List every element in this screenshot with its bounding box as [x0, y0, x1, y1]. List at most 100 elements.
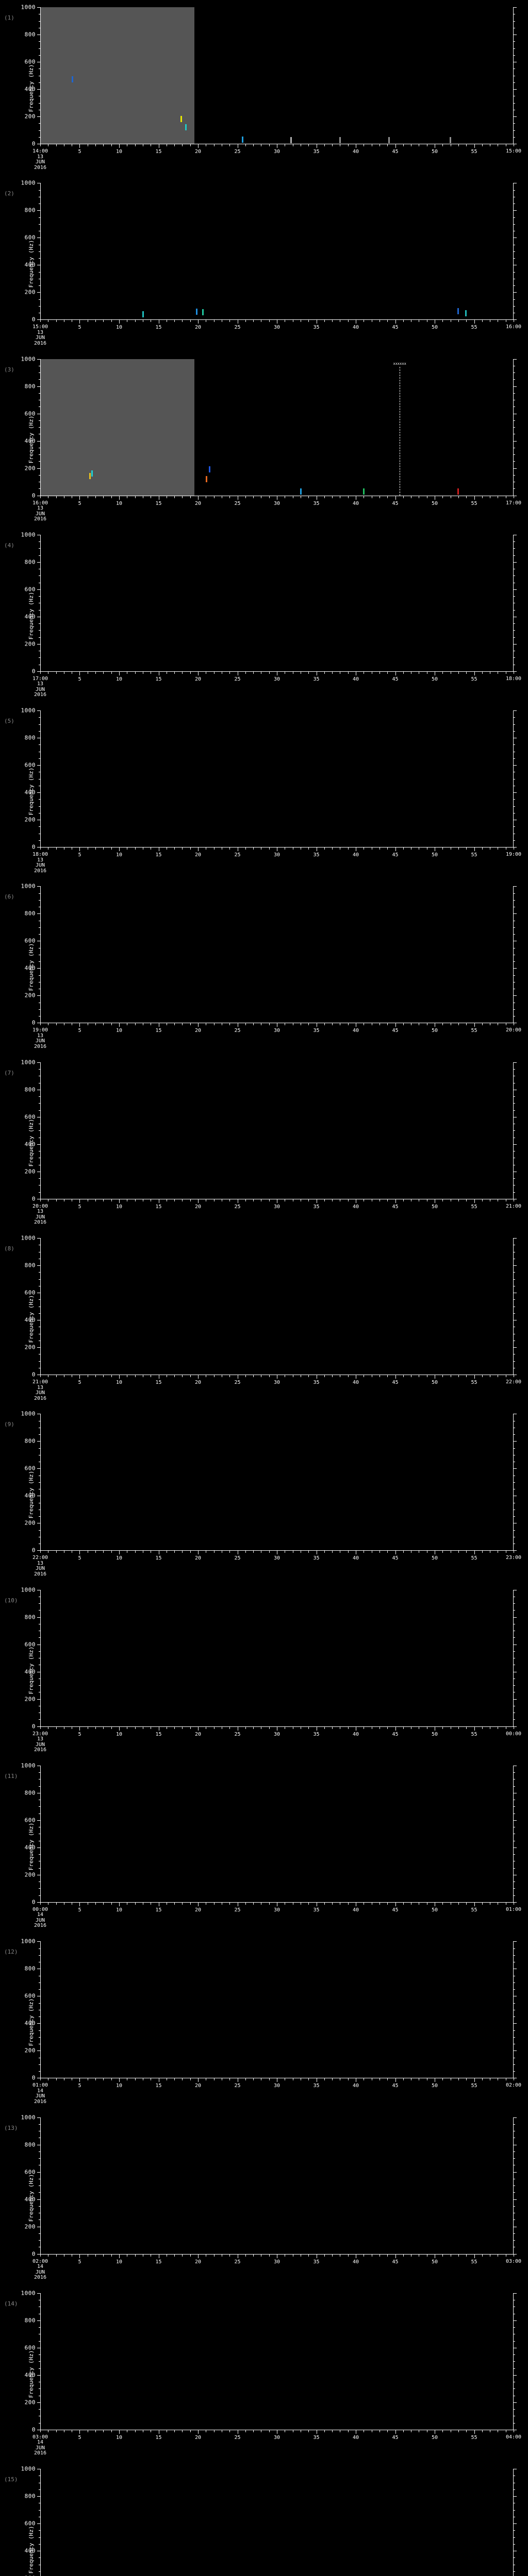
spectrogram-panel: (12) Frequency (Hz) 0 200 400 600 800 1000 5 10 15… [0, 1934, 528, 2110]
y-axis-tick-right [513, 1699, 517, 1700]
y-axis-tick-label: 600 [24, 2520, 36, 2527]
x-axis-tick-label: 15 [155, 1028, 162, 1034]
x-axis-tick [197, 2429, 199, 2434]
y-axis-tick [39, 306, 41, 307]
y-axis-tick-label: 1000 [21, 1938, 36, 1945]
x-axis-tick [111, 1550, 112, 1553]
y-axis-tick [37, 1941, 41, 1942]
y-axis-tick-right [513, 609, 515, 611]
x-axis: 5 10 15 20 25 30 35 40 45 50 55 [40, 319, 514, 330]
x-axis-tick-label: 5 [78, 2259, 81, 2265]
y-axis-tick-right [513, 2064, 515, 2065]
x-axis-tick-label: 5 [78, 1555, 81, 1562]
y-axis-tick-right [513, 995, 517, 996]
y-axis-tick-right [513, 319, 517, 320]
x-axis-tick [348, 1198, 349, 1201]
x-axis-tick-label: 35 [313, 325, 320, 331]
datetime-line: 19:00 [32, 1027, 48, 1033]
x-axis-tick-label: 45 [392, 1731, 399, 1737]
y-axis-tick-label: 800 [24, 1086, 36, 1093]
y-axis-tick-right [513, 2510, 515, 2511]
x-axis-tick-label: 20 [194, 149, 202, 155]
y-axis-tick-right [513, 1989, 515, 1990]
x-axis-tick-label: 50 [431, 1555, 438, 1562]
y-axis-tick-right [513, 643, 517, 645]
datetime-line: 03:00 [505, 2258, 522, 2264]
x-axis-start-datetime: 20:00 13 JUN 2016 [32, 1204, 48, 1226]
y-axis-tick-label: 1000 [21, 883, 36, 890]
y-axis-tick-label: 200 [24, 113, 36, 120]
plot-canvas [41, 1414, 513, 1550]
y-axis-tick-right [513, 454, 515, 455]
datetime-line: 00:00 [505, 1731, 522, 1737]
x-axis-tick-label: 15 [155, 852, 162, 858]
x-axis-tick [190, 2429, 191, 2432]
y-axis-tick-label: 1000 [21, 1586, 36, 1594]
x-axis-tick-label: 10 [116, 1731, 123, 1737]
y-axis-tick [39, 2206, 41, 2207]
x-axis-tick-label: 30 [273, 852, 280, 858]
x-axis-tick [332, 1023, 333, 1026]
y-axis-tick-label: 0 [31, 140, 36, 147]
x-axis-tick [253, 1902, 254, 1905]
x-axis-tick-label: 35 [313, 1555, 320, 1562]
x-axis-tick-label: 30 [273, 2434, 280, 2441]
y-axis-tick-label: 1000 [21, 4, 36, 11]
y-axis-tick [37, 1726, 41, 1727]
x-axis-tick [387, 2429, 388, 2432]
y-axis-tick-label: 200 [24, 640, 36, 648]
x-axis-tick [395, 1550, 396, 1555]
x-axis-tick-label: 5 [78, 1204, 81, 1210]
y-axis-tick-label: 800 [24, 2141, 36, 2148]
plot-area: 0 200 400 600 800 1000 [21, 2290, 517, 2433]
x-axis-tick [324, 1198, 325, 1201]
x-axis-tick [40, 2253, 41, 2257]
y-axis-tick [39, 1603, 41, 1604]
datetime-line: 23:00 [505, 1555, 522, 1561]
x-axis-tick [95, 847, 96, 850]
x-axis-tick [182, 319, 183, 323]
y-axis-tick [37, 440, 41, 442]
detection-mark [465, 310, 467, 316]
y-axis-tick-label: 0 [31, 1723, 36, 1730]
x-axis-tick [182, 144, 183, 146]
x-axis-tick-label: 40 [352, 676, 359, 682]
x-axis-tick [190, 1375, 191, 1378]
x-axis-tick-label: 50 [431, 1204, 438, 1210]
x-axis-tick [403, 671, 404, 674]
detection-mark [449, 137, 451, 144]
x-axis-tick [103, 144, 104, 146]
x-axis-tick [324, 2429, 325, 2432]
datetime-line: 13 [37, 329, 44, 335]
x-axis-tick [253, 2078, 254, 2081]
y-axis-tick-label: 0 [31, 1195, 36, 1202]
x-axis-tick [119, 847, 120, 852]
x-axis-tick [482, 2253, 483, 2257]
x-axis-tick-label: 20 [194, 1907, 202, 1913]
x-axis-start-datetime: 03:00 14 JUN 2016 [32, 2434, 48, 2456]
x-axis: 5 10 15 20 25 30 35 40 45 50 55 [40, 1550, 514, 1561]
x-axis: 5 10 15 20 25 30 35 40 45 50 55 [40, 671, 514, 682]
datetime-line: 15:00 [505, 148, 522, 154]
y-axis-tick [39, 2530, 41, 2531]
x-axis-tick [308, 144, 309, 146]
y-axis-tick [39, 1779, 41, 1780]
y-axis-tick-right [513, 1110, 515, 1111]
y-axis-tick-right [513, 2375, 517, 2376]
y-axis-tick [39, 379, 41, 380]
x-axis-end-datetime: 22:00 [506, 1380, 521, 1385]
y-axis-tick-label: 600 [24, 1817, 36, 1824]
x-axis-tick [324, 1902, 325, 1905]
y-axis-tick-label: 600 [24, 1113, 36, 1121]
x-axis-tick [395, 2429, 396, 2434]
y-axis-tick-label: 800 [24, 1262, 36, 1269]
y-axis-tick-right [513, 2496, 517, 2497]
y-axis-tick-right [513, 2003, 515, 2004]
x-axis-tick [387, 2253, 388, 2257]
x-axis-tick [458, 2078, 459, 2081]
x-axis-tick [119, 319, 120, 324]
spectrogram-panel: (3) Frequency (Hz) xxxxxx 0 200 400 600 800 1000… [0, 351, 528, 528]
y-axis-tick [39, 393, 41, 394]
y-axis-tick-right [513, 2240, 515, 2241]
y-axis-tick-label: 400 [24, 1844, 36, 1851]
